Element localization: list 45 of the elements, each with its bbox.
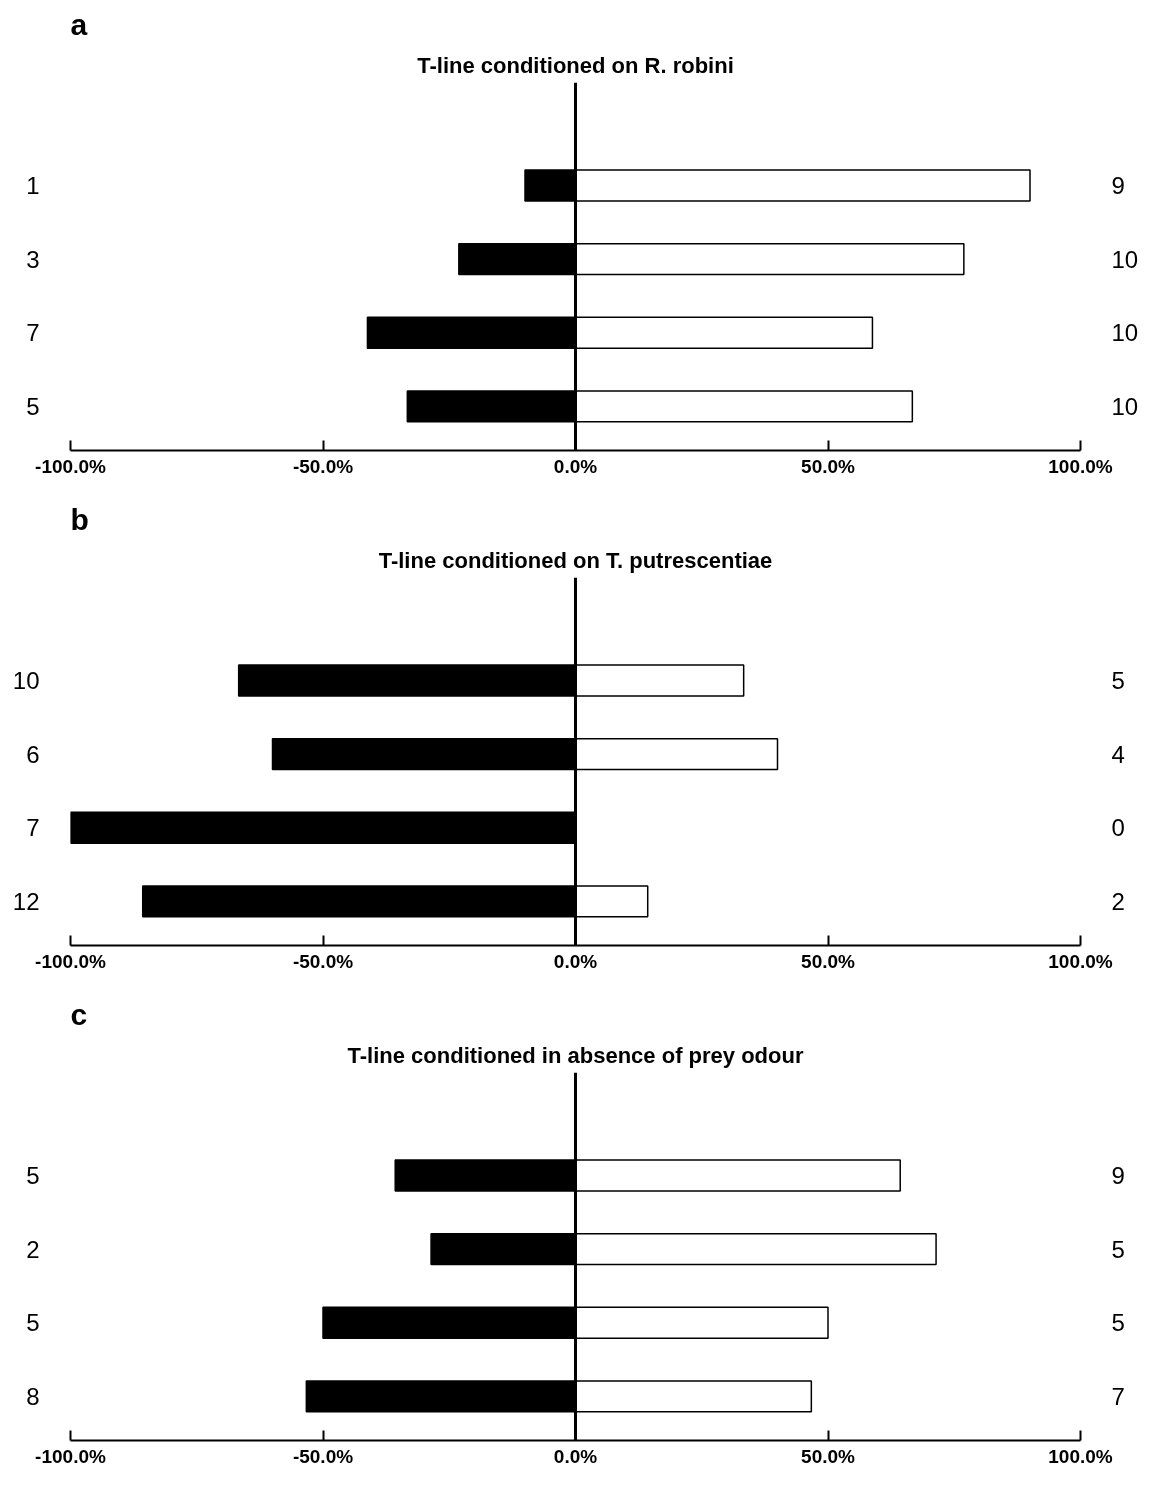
x-tick-label: 0.0% — [553, 950, 598, 972]
text: 5 — [1111, 1309, 1125, 1337]
y-tick-label: 7 — [26, 814, 40, 842]
y-tick-label: 6 — [26, 740, 40, 768]
chart-title: T-line conditioned in absence of prey odour — [347, 1042, 804, 1068]
x-tick-label: -50.0% — [292, 455, 354, 477]
y-tick-label: 7 — [26, 319, 40, 347]
x-tick-label: 0.0% — [553, 1445, 598, 1467]
y-tick-label: 5 — [26, 392, 40, 420]
x-tick-label: 100.0% — [1048, 455, 1113, 477]
text: 9 — [1111, 172, 1125, 200]
text: a — [70, 7, 88, 41]
y-tick-label: 8 — [26, 1382, 40, 1410]
x-tick-label: 50.0% — [801, 455, 856, 477]
x-tick-label: 0.0% — [553, 455, 598, 477]
text: 0 — [1111, 814, 1125, 842]
text: 5 — [1111, 1235, 1125, 1263]
y-tick-label: 2 — [26, 1235, 40, 1263]
y-tick-label: 5 — [26, 1162, 40, 1190]
text: 2 — [1111, 887, 1125, 915]
y-tick-label: 1 — [26, 172, 40, 200]
x-tick-label: -100.0% — [35, 1445, 106, 1467]
text: b — [70, 502, 89, 536]
text: 7 — [1111, 1382, 1125, 1410]
text: 5 — [1111, 667, 1125, 695]
text: 10 — [1111, 245, 1139, 273]
x-tick-label: 100.0% — [1048, 1445, 1113, 1467]
y-tick-label: 10 — [12, 667, 40, 695]
y-tick-label: 3 — [26, 245, 40, 273]
y-tick-label: 12 — [12, 887, 40, 915]
text: 10 — [1111, 392, 1139, 420]
chart-title: T-line conditioned on R. robini — [417, 52, 734, 78]
text: c — [70, 997, 88, 1031]
x-tick-label: 50.0% — [801, 1445, 856, 1467]
y-tick-label: 5 — [26, 1309, 40, 1337]
text: 10 — [1111, 319, 1139, 347]
x-tick-label: -50.0% — [292, 1445, 354, 1467]
text: 4 — [1111, 740, 1125, 768]
text: 9 — [1111, 1162, 1125, 1190]
x-tick-label: -100.0% — [35, 455, 106, 477]
x-tick-label: 50.0% — [801, 950, 856, 972]
chart-title: T-line conditioned on T. putrescentiae — [378, 547, 773, 573]
x-tick-label: -100.0% — [35, 950, 106, 972]
x-tick-label: 100.0% — [1048, 950, 1113, 972]
x-tick-label: -50.0% — [292, 950, 354, 972]
